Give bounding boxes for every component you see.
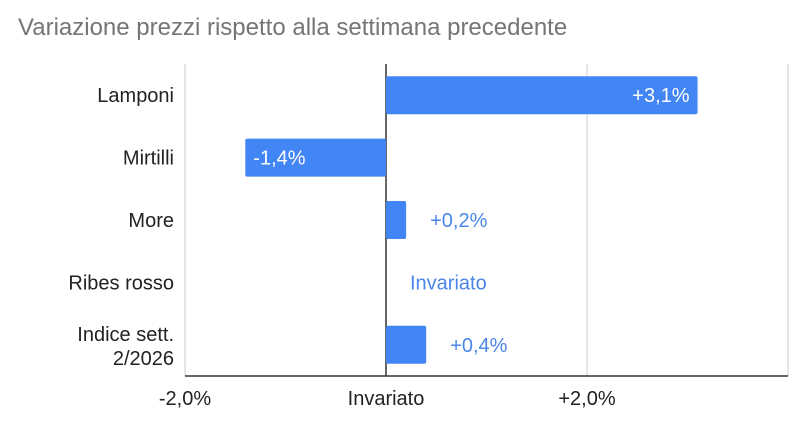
data-label: +0,4% — [450, 335, 507, 357]
x-tick-labels: -2,0% Invariato +2,0% — [159, 388, 616, 410]
data-label: -1,4% — [253, 148, 305, 170]
x-tick-label: -2,0% — [159, 388, 211, 410]
data-label: +3,1% — [632, 85, 689, 107]
category-label: Mirtilli — [123, 148, 174, 170]
category-label: Indice sett. 2/2026 — [77, 324, 174, 370]
category-label: Ribes rosso — [68, 272, 174, 294]
x-tick-label: Invariato — [348, 388, 425, 410]
bar — [386, 325, 427, 364]
data-labels: +3,1% -1,4% +0,2% Invariato +0,4% — [253, 85, 689, 357]
data-label: Invariato — [410, 272, 487, 294]
bar — [245, 138, 386, 177]
bar — [386, 76, 698, 115]
category-label: More — [128, 210, 174, 232]
bar — [386, 201, 407, 239]
x-tick-label: +2,0% — [558, 388, 615, 410]
chart-title: Variazione prezzi rispetto alla settiman… — [18, 14, 568, 41]
category-label: Lamponi — [97, 85, 174, 107]
data-label: +0,2% — [430, 210, 487, 232]
bars — [245, 76, 698, 364]
category-labels: Lamponi Mirtilli More Ribes rosso Indice set… — [68, 85, 174, 370]
